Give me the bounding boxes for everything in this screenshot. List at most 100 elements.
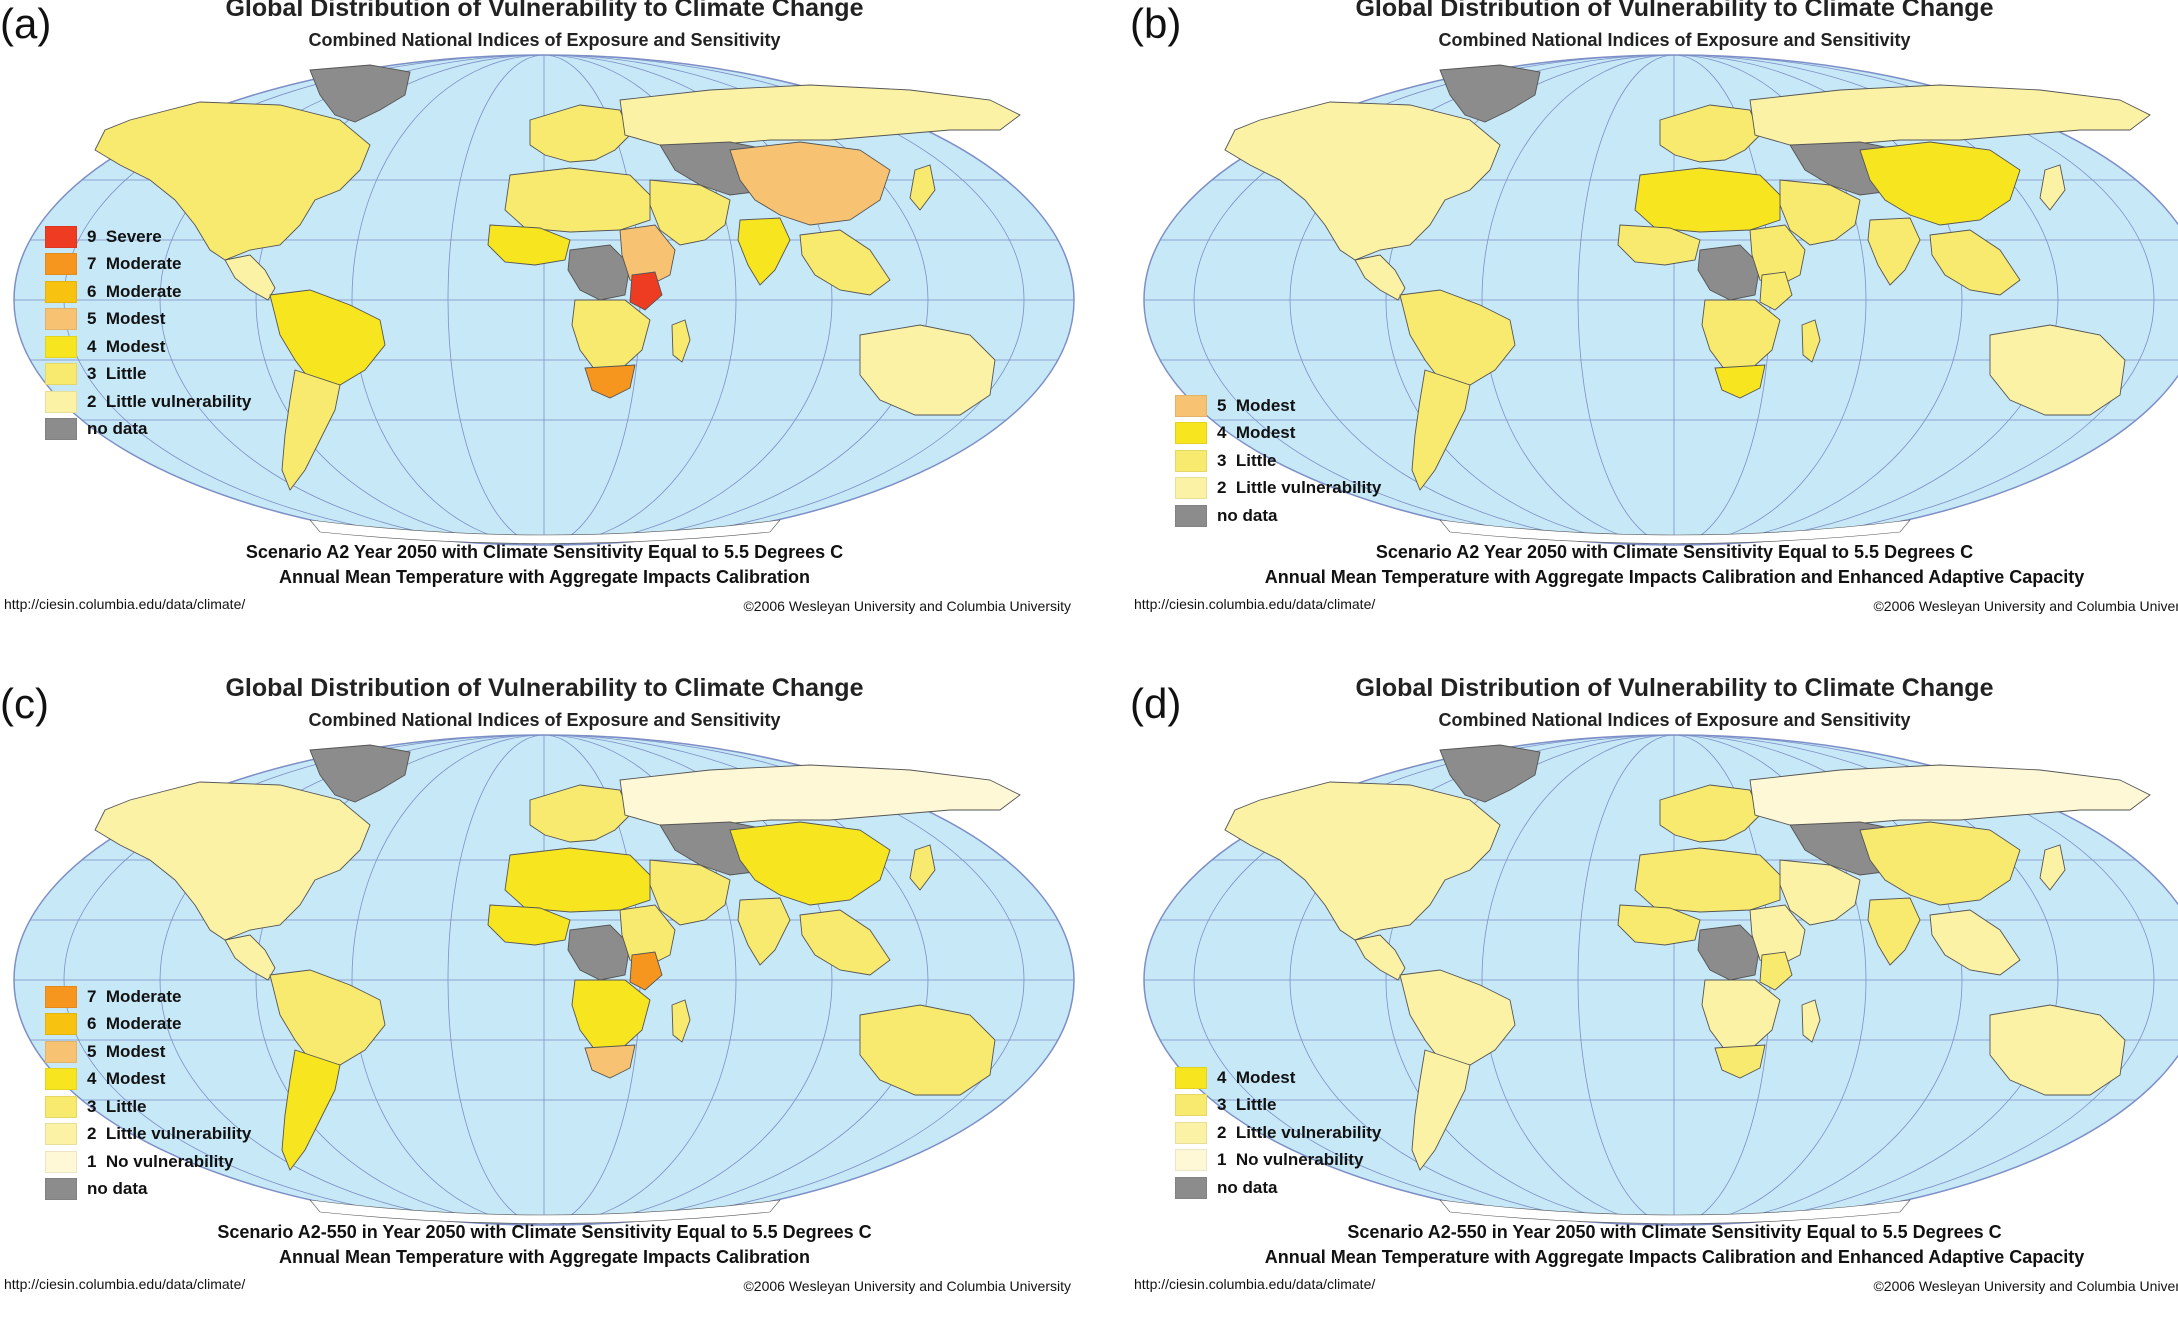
world-map: [13, 54, 1075, 546]
region-southeast-asia: [1929, 229, 2021, 296]
region-india: [737, 217, 791, 286]
legend-item: no data: [45, 416, 251, 444]
legend-label: 2 Little vulnerability: [1217, 478, 1382, 498]
region-southeast-asia: [1929, 909, 2021, 976]
legend-item: 5 Modest: [45, 306, 251, 334]
region-india: [1867, 897, 1921, 966]
legend-item: no data: [45, 1176, 251, 1204]
region-australia: [859, 1004, 996, 1096]
region-australia: [859, 324, 996, 416]
region-south-africa: [1714, 1044, 1766, 1079]
legend-item: 6 Moderate: [45, 1011, 251, 1039]
calibration-caption: Annual Mean Temperature with Aggregate I…: [278, 1247, 811, 1267]
map-panel-d: (d) Global Distribution of Vulnerability…: [1130, 674, 2178, 1328]
source-url: http://ciesin.columbia.edu/data/climate/: [1134, 1276, 1376, 1292]
legend-label: 2 Little vulnerability: [87, 1124, 252, 1144]
region-china: [1859, 141, 2021, 226]
map-legend: 9 Severe 7 Moderate 6 Moderate 5 Modest 4 Mo…: [45, 223, 251, 443]
region-antarctica: [1439, 1199, 1911, 1224]
region-south-america-north: [1399, 289, 1516, 386]
world-map: [1143, 734, 2178, 1226]
world-map: [1143, 54, 2178, 546]
legend-label: 4 Modest: [1217, 423, 1296, 443]
legend-item: 4 Modest: [1175, 1064, 1381, 1092]
region-south-africa: [584, 1044, 636, 1079]
legend-label: no data: [1217, 1177, 1278, 1197]
legend-label: 5 Modest: [87, 1041, 166, 1061]
region-china: [1859, 821, 2021, 906]
legend-swatch: [45, 253, 77, 276]
legend-label: 7 Moderate: [87, 254, 182, 274]
calibration-caption: Annual Mean Temperature with Aggregate I…: [1264, 567, 2085, 587]
region-southeast-asia: [799, 909, 891, 976]
region-central-africa: [1697, 924, 1761, 981]
region-west-africa: [487, 904, 571, 946]
map-panel-b: (b) Global Distribution of Vulnerability…: [1130, 0, 2178, 648]
legend-label: 1 No vulnerability: [1217, 1150, 1364, 1170]
legend-label: no data: [1217, 505, 1278, 525]
region-russia: [619, 84, 1021, 146]
region-north-america: [1224, 781, 1501, 941]
legend-swatch: [1175, 1066, 1207, 1089]
legend-swatch: [45, 1095, 77, 1118]
legend-item: 2 Little vulnerability: [1175, 475, 1381, 503]
legend-label: no data: [87, 419, 148, 439]
map-legend: 4 Modest 3 Little 2 Little vulnerability 1 …: [1175, 1064, 1381, 1202]
legend-swatch: [45, 1040, 77, 1063]
map-panel-a: (a) Global Distribution of Vulnerability…: [0, 0, 1089, 648]
legend-label: 2 Little vulnerability: [87, 391, 252, 411]
legend-label: 6 Moderate: [87, 1014, 182, 1034]
region-north-africa: [1634, 847, 1781, 913]
legend-label: 1 No vulnerability: [87, 1151, 234, 1171]
legend-item: 6 Moderate: [45, 278, 251, 306]
legend-item: 1 No vulnerability: [1175, 1147, 1381, 1175]
legend-item: 4 Modest: [1175, 420, 1381, 448]
legend-item: 5 Modest: [1175, 392, 1381, 420]
legend-label: 5 Modest: [1217, 395, 1296, 415]
region-greenland: [309, 744, 411, 803]
region-central-africa: [567, 924, 631, 981]
legend-label: 3 Little: [87, 364, 147, 384]
region-central-america: [224, 254, 276, 301]
region-south-africa: [1714, 364, 1766, 399]
region-south-america-south: [1411, 1049, 1471, 1171]
region-madagascar: [671, 999, 691, 1043]
meridian-line: [63, 734, 1025, 1226]
panel-letter: (d): [1130, 680, 1182, 727]
region-antarctica: [1439, 519, 1911, 544]
region-japan: [909, 164, 936, 211]
legend-swatch: [45, 225, 77, 248]
legend-swatch: [1175, 1121, 1207, 1144]
region-central-america: [1354, 934, 1406, 981]
region-antarctica: [309, 519, 781, 544]
map-title: Global Distribution of Vulnerability to …: [225, 0, 864, 22]
legend-label: no data: [87, 1179, 148, 1199]
legend-item: 3 Little: [1175, 1092, 1381, 1120]
region-kenya: [1759, 951, 1793, 991]
legend-item: no data: [1175, 502, 1381, 530]
region-greenland: [1439, 744, 1541, 803]
region-south-america-north: [269, 969, 386, 1066]
region-kenya: [629, 271, 663, 311]
region-central-africa: [1697, 244, 1761, 301]
region-europe: [529, 104, 631, 163]
map-title: Global Distribution of Vulnerability to …: [225, 674, 864, 702]
region-antarctica: [309, 1199, 781, 1224]
region-middle-east: [1779, 179, 1861, 246]
region-madagascar: [1801, 999, 1821, 1043]
panel-letter: (c): [0, 680, 49, 727]
legend-label: 4 Modest: [87, 1069, 166, 1089]
legend-swatch: [45, 985, 77, 1008]
region-north-africa: [1634, 167, 1781, 233]
region-kenya: [1759, 271, 1793, 311]
region-south-africa: [584, 364, 636, 399]
legend-swatch: [1175, 1094, 1207, 1117]
legend-item: 4 Modest: [45, 333, 251, 361]
region-east-africa: [619, 904, 676, 966]
legend-swatch: [1175, 422, 1207, 445]
legend-swatch: [45, 308, 77, 331]
copyright-notice: ©2006 Wesleyan University and Columbia U…: [1873, 1278, 2178, 1294]
map-title: Global Distribution of Vulnerability to …: [1355, 674, 1994, 702]
legend-label: 5 Modest: [87, 309, 166, 329]
legend-swatch: [1175, 1176, 1207, 1199]
